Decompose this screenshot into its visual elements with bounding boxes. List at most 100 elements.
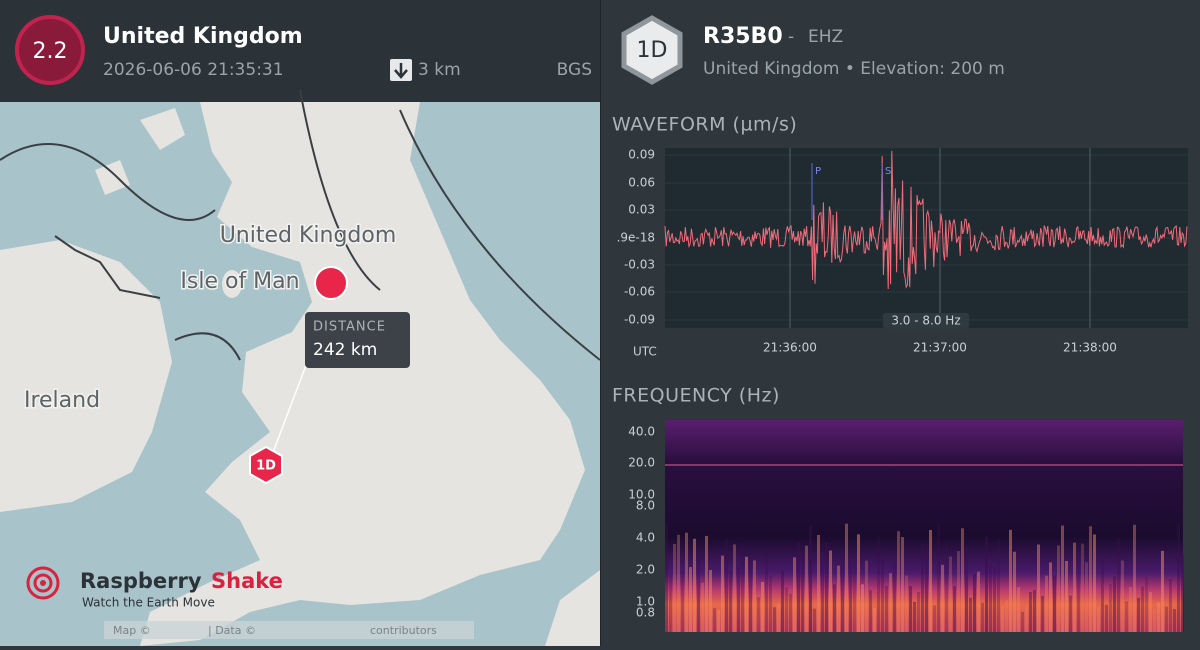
spectrogram-streak [665,522,668,632]
spectrogram-streak [933,605,936,632]
logo-icon [40,580,46,586]
spectrogram-streak [1013,551,1016,632]
spectrogram-streak [1133,524,1136,632]
spectrogram-streak [1113,576,1116,632]
spectrogram-streak [901,537,904,632]
depth-arrow [394,63,408,79]
station-channel: EHZ [808,27,843,47]
spectrogram-streak [961,528,964,632]
spectrogram-streak [1173,609,1176,632]
spectrogram-streak [1065,560,1068,632]
event-time: 2026-06-06 21:35:31 [103,60,284,80]
spectrogram-streak [857,534,860,632]
spectrogram-streak [1085,562,1088,632]
spectrogram-streak [733,544,736,632]
station-marker[interactable] [249,445,283,485]
spectrogram-streak [1181,555,1184,632]
spectrogram-streak [1073,542,1076,632]
logo-icon [33,573,53,593]
x-axis-label: UTC [633,345,657,359]
frequency-title: FREQUENCY (Hz) [612,385,780,407]
spectrogram-streak [769,576,772,632]
y-tick-label: 4.0 [636,531,655,545]
spectrogram-streak [1069,595,1072,632]
spectrogram-streak [969,597,972,632]
spectrogram-streak [673,544,676,632]
spectrogram-streak [701,582,704,632]
spectrogram-streak [897,531,900,632]
spectrogram-streak [1057,545,1060,632]
waveform-trace [664,150,1188,290]
spectrogram-streak [1165,606,1168,632]
spectrogram-streak [697,549,700,632]
spectrogram-streak [997,538,1000,632]
great-britain [140,102,585,646]
spectrogram-streak [1177,524,1180,632]
spectrogram-streak [1153,609,1156,632]
spectrogram-streak [773,607,776,632]
spectrogram-streak [1009,529,1012,632]
spectrogram-streak [1037,544,1040,632]
phase-label: S [885,166,891,177]
station-marker-label: 1D [256,459,276,474]
spectrogram-streak [1117,538,1120,632]
y-tick-label: 40.0 [628,425,655,439]
spectrogram-streak [973,574,976,632]
spectrogram-streak [881,556,884,632]
spectrogram-streak [953,586,956,632]
spectrogram-streak [761,581,764,632]
phase-label: P [815,166,821,177]
spectrogram-streak [745,556,748,632]
attribution: | Data © [208,624,256,637]
spectrogram-streak [1129,587,1132,632]
spectrogram-streak [705,535,708,632]
spectrogram-streak [837,565,840,632]
map-label: United Kingdom [220,223,397,248]
attribution: contributors [370,624,437,637]
spectrogram-streak [861,584,864,632]
spectrogram-streak [789,593,792,632]
spectrogram-streak [1053,575,1056,632]
spectrogram-streak [741,542,744,632]
event-source: BGS [557,60,592,80]
spectrogram-streak [677,534,680,632]
spectrogram-streak [1049,562,1052,632]
spectrogram-streak [681,570,684,632]
spectrogram-streak [989,563,992,632]
spectrogram-streak [873,607,876,632]
y-tick-label: 10.0 [628,488,655,502]
spectrogram-streak [785,587,788,632]
spectrogram-streak [877,536,880,632]
x-tick-label: 21:37:00 [913,341,967,355]
spectrogram-streak [825,542,828,632]
spectrogram-streak [885,585,888,632]
spectrogram-streak [1105,604,1108,632]
logo-name: Raspberry [80,569,202,593]
event-marker[interactable] [314,266,348,300]
spectrogram-streak [1029,592,1032,632]
y-tick-label: -0.03 [624,258,655,272]
spectrogram-streak [841,550,844,632]
spectrogram-streak [985,536,988,632]
spectrogram-streak [777,603,780,632]
spectrogram-streak [1001,605,1004,632]
spectrogram-streak [1097,607,1100,632]
y-tick-label: 0.8 [636,606,655,620]
spectrogram-streak [721,555,724,632]
map[interactable]: United Kingdom Isle of Man Ireland 1D DI… [0,89,601,646]
spectrogram-streak [1121,560,1124,632]
logo-name: Shake [211,569,283,593]
spectrogram-streak [929,529,932,632]
spectrogram-streak [793,557,796,632]
spectrogram-streak [1025,606,1028,632]
spectrogram-streak [797,541,800,632]
spectrogram-streak [981,602,984,632]
spectrogram-streak [917,592,920,632]
spectrogram-streak [1077,556,1080,632]
borders [0,89,601,361]
spectrogram-streak [957,551,960,632]
spectrogram-streak [937,523,940,632]
spectrogram-streak [781,570,784,632]
spectrogram-streak [689,567,692,632]
